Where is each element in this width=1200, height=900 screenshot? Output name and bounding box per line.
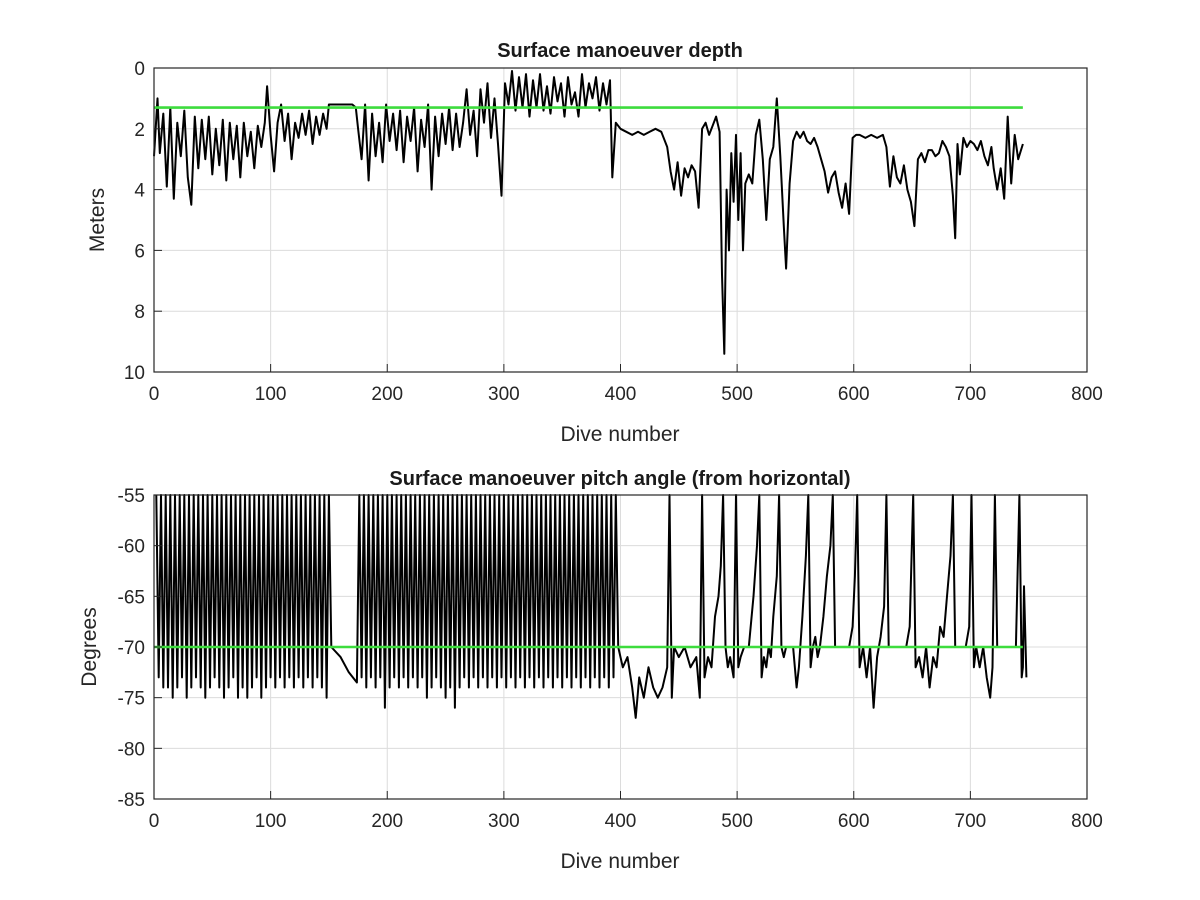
- depth-chart-x-tick-label: 500: [721, 384, 753, 405]
- pitch-chart-x-tick-label: 700: [955, 811, 987, 832]
- pitch-chart-x-tick-label: 400: [605, 811, 637, 832]
- depth-chart-x-tick-label: 800: [1071, 384, 1103, 405]
- depth-chart-x-tick-label: 600: [838, 384, 870, 405]
- pitch-chart-x-axis-label: Dive number: [560, 850, 679, 873]
- pitch-chart-series-layer: [155, 494, 1028, 719]
- depth-chart-title: Surface manoeuver depth: [497, 40, 743, 62]
- depth-chart-y-tick-label: 4: [134, 181, 145, 202]
- pitch-chart-x-ticks: 0 100 200 300 400 500 600 700 800: [149, 811, 1103, 832]
- depth-chart-x-ticks: 0 100 200 300 400 500 600 700 800: [149, 384, 1103, 405]
- pitch-chart-x-tick-label: 100: [255, 811, 287, 832]
- depth-chart-y-tick-label: 10: [124, 363, 145, 384]
- pitch-chart-y-tick-label: -60: [118, 537, 145, 558]
- depth-chart-x-tick-label: 0: [149, 384, 160, 405]
- depth-chart-x-tick-label: 300: [488, 384, 520, 405]
- pitch-chart-x-tick-label: 800: [1071, 811, 1103, 832]
- pitch-chart-y-ticks: -55 -60 -65 -70 -75 -80 -85: [118, 486, 145, 811]
- pitch-chart-y-tick-label: -85: [118, 790, 145, 811]
- depth-chart-y-tick-label: 2: [134, 120, 145, 141]
- pitch-chart-y-tick-label: -55: [118, 486, 145, 507]
- depth-chart-y-tick-label: 8: [134, 302, 145, 323]
- pitch-chart-x-tick-label: 300: [488, 811, 520, 832]
- pitch-chart-y-tick-label: -70: [118, 638, 145, 659]
- pitch-chart-title: Surface manoeuver pitch angle (from hori…: [389, 468, 850, 490]
- depth-chart-panel: Surface manoeuver depth 0 100 200 300 400 500…: [86, 40, 1103, 446]
- pitch-chart-panel: Surface manoeuver pitch angle (from hori…: [78, 468, 1103, 873]
- pitch-chart-x-tick-label: 200: [371, 811, 403, 832]
- depth-chart-y-tick-label: 6: [134, 241, 145, 262]
- pitch-chart-x-tick-label: 600: [838, 811, 870, 832]
- pitch-chart-series-line: [155, 494, 1028, 719]
- depth-chart-x-tick-label: 200: [371, 384, 403, 405]
- depth-chart-x-tick-label: 400: [605, 384, 637, 405]
- depth-chart-x-tick-label: 700: [955, 384, 987, 405]
- depth-chart-x-tick-label: 100: [255, 384, 287, 405]
- depth-chart-y-tick-label: 0: [134, 59, 145, 80]
- pitch-chart-y-tick-label: -65: [118, 587, 145, 608]
- depth-chart-grid: [153, 67, 1088, 373]
- depth-chart-y-ticks: 0 2 4 6 8 10: [124, 59, 146, 384]
- pitch-chart-x-tick-label: 0: [149, 811, 160, 832]
- pitch-chart-y-tick-label: -75: [118, 689, 145, 710]
- depth-chart-x-axis-label: Dive number: [560, 423, 679, 446]
- pitch-chart-y-axis-label: Degrees: [78, 607, 101, 686]
- pitch-chart-y-tick-label: -80: [118, 739, 145, 760]
- depth-chart-y-axis-label: Meters: [86, 188, 109, 252]
- pitch-chart-x-tick-label: 500: [721, 811, 753, 832]
